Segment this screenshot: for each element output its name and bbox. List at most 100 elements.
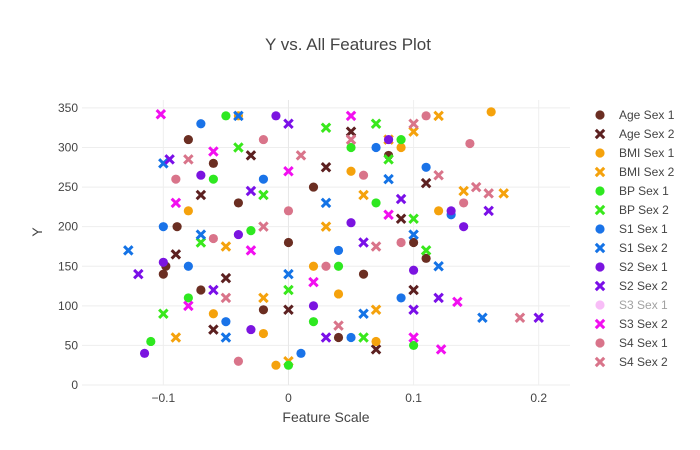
data-point <box>258 292 269 304</box>
data-point <box>420 177 432 189</box>
data-point <box>283 360 294 370</box>
legend-item-s3-sex-1[interactable]: S3 Sex 1 <box>595 298 668 312</box>
data-point <box>183 134 193 145</box>
y-tick-label: 50 <box>65 338 79 352</box>
data-point <box>433 169 444 181</box>
data-point <box>358 308 369 320</box>
data-point <box>220 292 232 304</box>
data-point <box>308 317 319 327</box>
data-point <box>195 189 207 201</box>
data-point <box>271 111 281 121</box>
legend-label: S3 Sex 2 <box>619 317 668 331</box>
plot-area <box>123 107 544 370</box>
data-point <box>158 158 169 169</box>
series-s2-sex-2 <box>133 118 544 343</box>
series-age-sex-1 <box>158 134 431 343</box>
data-point <box>245 185 257 197</box>
data-point <box>408 340 419 351</box>
data-point <box>408 332 419 343</box>
legend-marker <box>594 318 606 330</box>
legend-marker <box>594 242 606 254</box>
legend-label: S4 Sex 1 <box>619 336 668 350</box>
legend-item-s1-sex-1[interactable]: S1 Sex 1 <box>595 222 668 236</box>
legend-label: Age Sex 2 <box>619 127 675 141</box>
data-point <box>486 107 496 117</box>
data-point <box>346 166 356 176</box>
data-point <box>333 245 344 256</box>
data-point <box>220 332 232 343</box>
data-point <box>196 119 206 129</box>
data-point <box>333 289 344 299</box>
data-point <box>358 237 369 248</box>
legend-item-s2-sex-2[interactable]: S2 Sex 2 <box>594 279 668 293</box>
x-tick-label: −0.1 <box>151 391 175 405</box>
series-s3-sex-2 <box>155 108 463 355</box>
legend-item-s2-sex-1[interactable]: S2 Sex 1 <box>595 260 668 274</box>
data-point <box>408 304 419 316</box>
data-point <box>345 110 357 122</box>
x-tick-label: 0.2 <box>530 391 547 405</box>
legend-item-bmi-sex-2[interactable]: BMI Sex 2 <box>594 165 675 179</box>
data-point <box>158 269 168 279</box>
legend-marker <box>594 356 606 368</box>
data-point <box>514 312 526 323</box>
legend-label: S3 Sex 1 <box>619 298 668 312</box>
data-point <box>421 162 431 172</box>
data-point <box>433 260 444 272</box>
data-point <box>208 233 218 244</box>
series-bp-sex-1 <box>146 111 419 370</box>
legend-item-bp-sex-1[interactable]: BP Sex 1 <box>595 184 669 198</box>
data-point <box>446 206 456 216</box>
data-point <box>320 332 332 343</box>
data-point <box>421 111 431 121</box>
y-tick-label: 200 <box>58 220 78 234</box>
series-s4-sex-1 <box>171 111 475 366</box>
data-point <box>245 150 257 161</box>
legend-marker <box>594 166 606 178</box>
legend-item-s1-sex-2[interactable]: S1 Sex 2 <box>594 241 668 255</box>
data-point <box>208 324 219 335</box>
data-point <box>283 237 294 248</box>
data-point <box>258 221 269 232</box>
legend-item-s3-sex-2[interactable]: S3 Sex 2 <box>594 317 668 331</box>
legend-item-bp-sex-2[interactable]: BP Sex 2 <box>594 203 669 217</box>
data-point <box>358 189 369 201</box>
y-tick-label: 100 <box>58 299 78 313</box>
data-point <box>283 118 294 130</box>
data-point <box>465 138 475 149</box>
y-axis-ticks: 0 50 100 150 200 250 300 350 <box>58 101 78 392</box>
data-point <box>123 245 134 256</box>
legend-marker <box>595 262 605 272</box>
data-point <box>221 317 231 327</box>
y-tick-label: 300 <box>58 141 78 155</box>
data-point <box>170 332 182 343</box>
series-age-sex-2 <box>170 126 432 355</box>
legend-item-s4-sex-1[interactable]: S4 Sex 1 <box>595 336 668 350</box>
data-point <box>433 292 444 304</box>
data-point <box>208 174 218 184</box>
data-point <box>195 237 207 248</box>
data-point <box>396 134 406 145</box>
data-point <box>371 142 381 153</box>
data-point <box>220 241 232 252</box>
legend-item-age-sex-2[interactable]: Age Sex 2 <box>594 127 675 141</box>
data-point <box>183 261 193 271</box>
data-point <box>271 360 281 370</box>
data-point <box>258 174 269 184</box>
x-tick-label: 0.1 <box>405 391 422 405</box>
data-point <box>170 249 182 260</box>
data-point <box>308 182 319 192</box>
data-point <box>208 284 219 296</box>
data-point <box>208 158 218 168</box>
data-point <box>208 309 218 319</box>
data-point <box>283 284 294 296</box>
legend: Age Sex 1 Age Sex 2 BMI Sex 1 BMI Sex 2 BP S… <box>594 108 675 369</box>
legend-item-bmi-sex-1[interactable]: BMI Sex 1 <box>595 146 675 160</box>
data-point <box>408 126 419 137</box>
legend-item-s4-sex-2[interactable]: S4 Sex 2 <box>594 355 668 369</box>
data-point <box>420 245 432 256</box>
legend-item-age-sex-1[interactable]: Age Sex 1 <box>595 108 675 122</box>
data-point <box>196 285 206 295</box>
data-point <box>321 261 331 271</box>
data-point <box>196 170 206 180</box>
